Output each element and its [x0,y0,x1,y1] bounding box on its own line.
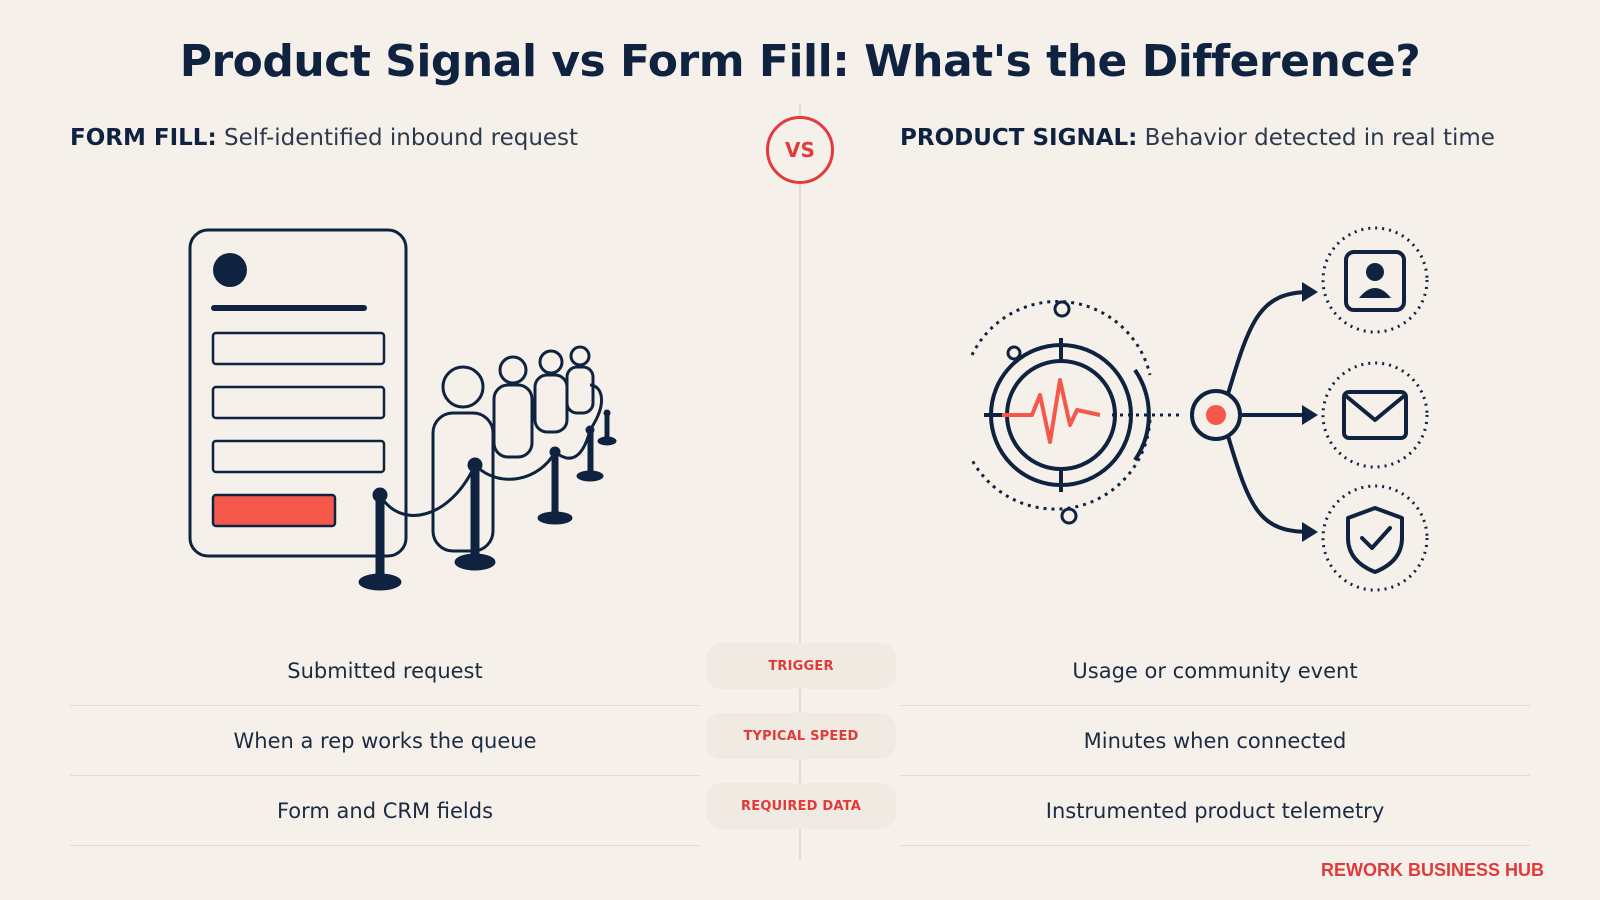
row-data-form-fill: Form and CRM fields [70,776,700,846]
row-speed-product-signal: Minutes when connected [900,706,1530,776]
vs-badge: VS [766,116,834,184]
row-speed-form-fill: When a rep works the queue [70,706,700,776]
product-signal-heading-bold: PRODUCT SIGNAL: [900,125,1138,151]
product-signal-heading: PRODUCT SIGNAL: Behavior detected in rea… [900,125,1495,151]
center-divider [799,104,801,860]
heartbeat-monitor-icon [970,299,1182,525]
user-icon [1321,226,1429,334]
page-title: Product Signal vs Form Fill: What's the … [179,36,1421,87]
signal-illustration [970,226,1429,592]
form-fill-heading-bold: FORM FILL: [70,125,217,151]
signal-hub [1190,282,1318,542]
brand-footer: REWORK BUSINESS HUB [1320,860,1544,880]
shield-check-icon [1321,484,1429,592]
product-signal-heading-text: Behavior detected in real time [1137,125,1495,151]
form-fill-heading-text: Self-identified inbound request [216,125,579,151]
form-icon [188,228,408,558]
row-trigger-product-signal: Usage or community event [900,636,1530,706]
row-data-product-signal: Instrumented product telemetry [900,776,1530,846]
stanchion-icon [358,383,617,591]
row-label-data: REQUIRED DATA [706,783,896,829]
form-queue-illustration [188,228,617,591]
queue-people-icon [431,345,595,553]
row-trigger-form-fill: Submitted request [70,636,700,706]
mail-icon [1321,361,1429,469]
row-label-trigger: TRIGGER [706,643,896,689]
row-label-speed: TYPICAL SPEED [706,713,896,759]
form-fill-heading: FORM FILL: Self-identified inbound reque… [70,125,578,151]
